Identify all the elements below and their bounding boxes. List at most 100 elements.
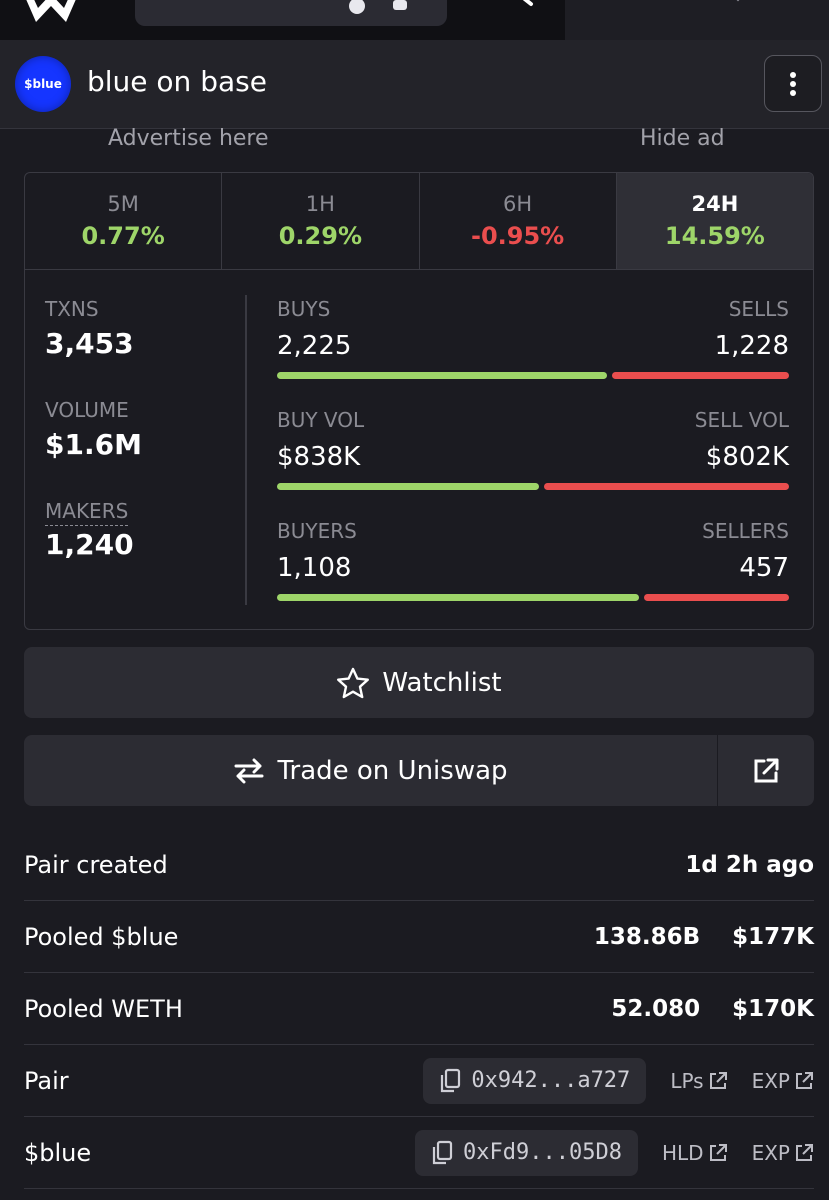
- copy-icon: [441, 1068, 461, 1092]
- pair-created-label: Pair created: [24, 850, 168, 879]
- copy-token-address-button[interactable]: 0xFd9...05D8: [415, 1129, 638, 1176]
- sell-vol-label: SELL VOL: [694, 408, 789, 432]
- sell-share-bar: [611, 372, 789, 379]
- app-logo-icon[interactable]: [22, 0, 80, 24]
- volume-label: VOLUME: [45, 398, 129, 422]
- tab-5m[interactable]: 5M 0.77%: [25, 173, 223, 269]
- sellers-label: SELLERS: [702, 519, 789, 543]
- watchlist-button[interactable]: Watchlist: [24, 647, 814, 718]
- token-address-row: $blue 0xFd9...05D8 HLD EXP: [24, 1117, 814, 1189]
- sell-vol-value: $802K: [705, 442, 789, 472]
- hide-ad-link[interactable]: Hide ad: [640, 126, 725, 151]
- search-bar[interactable]: [135, 0, 447, 26]
- timeframe-tabs: 5M 0.77% 1H 0.29% 6H -0.95% 24H 14.59%: [25, 173, 813, 270]
- advertise-link[interactable]: Advertise here: [108, 126, 269, 151]
- top-app-bar: [0, 0, 829, 40]
- buy-share-bar: [277, 372, 607, 379]
- search-icon[interactable]: [505, 0, 535, 8]
- trade-label: Trade on Uniswap: [277, 755, 508, 786]
- buy-vol-label: BUY VOL: [277, 408, 365, 432]
- exp-label: EXP: [751, 1140, 790, 1165]
- watchlist-label: Watchlist: [382, 667, 502, 698]
- volume-split-bar: [277, 483, 789, 490]
- buy-vol-value: $838K: [277, 442, 361, 472]
- more-options-button[interactable]: [764, 55, 822, 112]
- pair-address: 0x942...a727: [471, 1068, 631, 1093]
- pair-explorer-link[interactable]: EXP: [752, 1069, 814, 1093]
- buyers-share-bar: [277, 594, 640, 601]
- makers-value: 1,240: [45, 528, 134, 561]
- volume-split-group: BUY VOL SELL VOL $838K $802K: [277, 408, 789, 519]
- trade-on-uniswap-button[interactable]: Trade on Uniswap: [24, 735, 718, 806]
- tab-1h[interactable]: 1H 0.29%: [222, 173, 420, 269]
- lps-label: LPs: [670, 1068, 704, 1093]
- tab-label: 24H: [691, 192, 739, 216]
- lps-link[interactable]: LPs: [670, 1069, 727, 1093]
- pair-created-row: Pair created 1d 2h ago: [24, 829, 814, 901]
- hld-label: HLD: [662, 1140, 704, 1165]
- swap-arrows-icon: [233, 758, 265, 784]
- sell-vol-share-bar: [543, 483, 789, 490]
- pooled-weth-amount: 52.080: [611, 995, 701, 1022]
- tab-label: 6H: [503, 192, 533, 216]
- pair-title: blue on base: [87, 65, 267, 98]
- buys-sells-group: BUYS SELLS 2,225 1,228: [277, 297, 789, 408]
- tab-24h[interactable]: 24H 14.59%: [616, 173, 813, 269]
- split-column: BUYS SELLS 2,225 1,228 BUY VOL SELL VOL …: [277, 297, 789, 629]
- sellers-value: 457: [739, 553, 789, 583]
- external-link-icon: [709, 1071, 727, 1089]
- token-avatar: $blue: [15, 56, 71, 112]
- pair-header: $blue blue on base: [0, 40, 829, 129]
- holders-link[interactable]: HLD: [662, 1141, 728, 1165]
- tab-label: 1H: [305, 192, 335, 216]
- price-change: -0.95%: [471, 222, 565, 250]
- menu-icon[interactable]: [620, 0, 644, 6]
- star-icon: [336, 667, 370, 699]
- buys-value: 2,225: [277, 331, 352, 361]
- pooled-blue-row: Pooled $blue 138.86B $177K: [24, 901, 814, 973]
- external-link-icon: [796, 1071, 813, 1089]
- token-address: 0xFd9...05D8: [463, 1140, 622, 1165]
- pair-label: Pair: [24, 1066, 69, 1095]
- sells-value: 1,228: [714, 331, 789, 361]
- totals-column: TXNS 3,453 VOLUME $1.6M MAKERS 1,240: [45, 297, 142, 599]
- copy-pair-address-button[interactable]: 0x942...a727: [423, 1057, 647, 1104]
- external-link-icon: [796, 1143, 813, 1161]
- token-label: $blue: [24, 1138, 92, 1167]
- buyers-sellers-group: BUYERS SELLERS 1,108 457: [277, 519, 789, 629]
- pooled-weth-label: Pooled WETH: [24, 994, 183, 1023]
- tab-6h[interactable]: 6H -0.95%: [420, 173, 617, 269]
- sellers-share-bar: [644, 594, 789, 601]
- pooled-blue-label: Pooled $blue: [24, 922, 179, 951]
- pair-address-row: Pair 0x942...a727 LPs EXP: [24, 1045, 814, 1117]
- pooled-weth-usd: $170K: [732, 995, 814, 1022]
- stats-card: 5M 0.77% 1H 0.29% 6H -0.95% 24H 14.59% T…: [24, 172, 814, 630]
- txns-label: TXNS: [45, 297, 99, 321]
- buyers-label: BUYERS: [277, 519, 357, 543]
- external-link-icon: [709, 1143, 727, 1161]
- buyers-sellers-bar: [277, 594, 789, 601]
- makers-label[interactable]: MAKERS: [45, 499, 129, 526]
- menu-area[interactable]: [565, 0, 829, 40]
- trade-group: Trade on Uniswap: [24, 735, 814, 806]
- price-change: 14.59%: [664, 222, 765, 250]
- copy-icon: [432, 1140, 453, 1164]
- buys-sells-bar: [277, 372, 789, 379]
- pooled-blue-usd: $177K: [732, 923, 814, 950]
- android-icon: [393, 0, 407, 10]
- open-external-button[interactable]: [718, 735, 814, 806]
- volume-value: $1.6M: [45, 428, 142, 461]
- tab-label: 5M: [107, 192, 139, 216]
- buys-label: BUYS: [277, 297, 331, 321]
- token-explorer-link[interactable]: EXP: [752, 1141, 814, 1165]
- more-vertical-icon: [790, 71, 796, 96]
- external-link-icon: [754, 758, 779, 782]
- buy-vol-share-bar: [277, 483, 539, 490]
- sells-label: SELLS: [728, 297, 789, 321]
- buyers-value: 1,108: [277, 553, 352, 583]
- pooled-blue-amount: 138.86B: [593, 923, 701, 950]
- pair-created-value: 1d 2h ago: [685, 851, 814, 878]
- apple-icon: [349, 0, 365, 14]
- column-divider: [245, 295, 247, 605]
- chevron-down-icon: [736, 0, 740, 2]
